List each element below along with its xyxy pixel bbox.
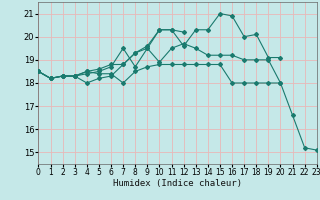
X-axis label: Humidex (Indice chaleur): Humidex (Indice chaleur): [113, 179, 242, 188]
